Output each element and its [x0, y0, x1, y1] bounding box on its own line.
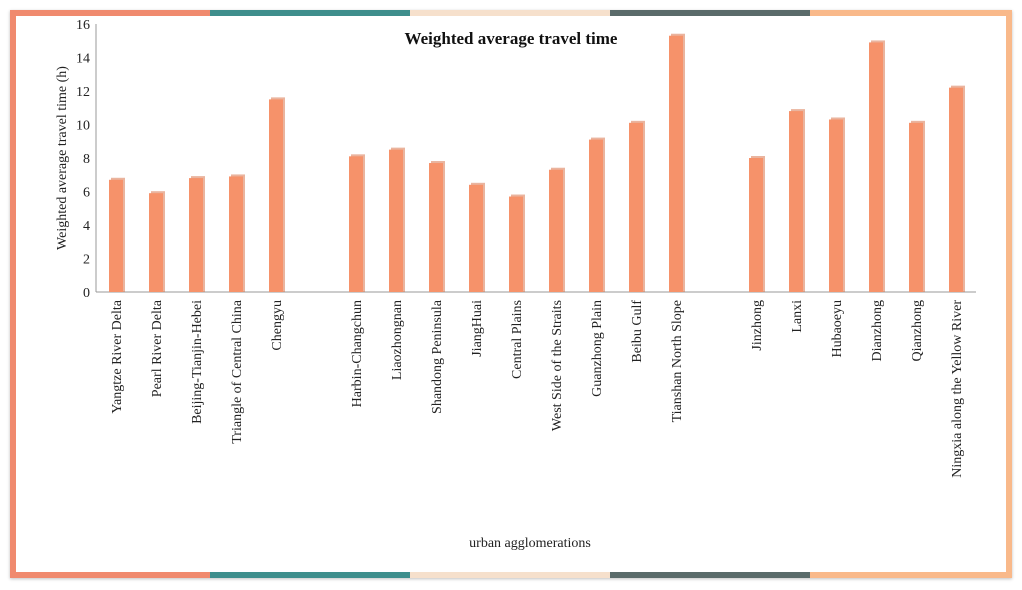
bar: [149, 193, 163, 292]
x-category-label: Lanxi: [790, 300, 805, 333]
chart-frame: [10, 10, 1012, 578]
frame-band-top-1: [10, 10, 210, 16]
x-category-label: Central Plains: [510, 300, 525, 379]
frame-band-bottom-1: [10, 572, 210, 578]
y-tick-label: 12: [76, 85, 90, 100]
frame-band-bottom-2: [210, 572, 410, 578]
bar: [189, 178, 203, 292]
y-tick-label: 6: [83, 186, 90, 201]
bar: [829, 119, 843, 292]
x-axis-labels: Yangtze River Delta Pearl River Delta Beij…: [110, 299, 965, 478]
x-category-label: Hubaoeyu: [830, 300, 845, 358]
x-category-label: Pearl River Delta: [150, 299, 165, 397]
bar: [789, 111, 803, 292]
x-category-label: Chengyu: [270, 300, 285, 351]
bar: [509, 196, 523, 292]
y-tick-label: 0: [83, 286, 90, 301]
bars-layer: [109, 33, 965, 293]
bar: [749, 158, 763, 292]
frame-band-top-2: [210, 10, 410, 16]
y-tick-label: 8: [83, 152, 90, 167]
bar: [949, 87, 963, 293]
bar: [349, 156, 363, 292]
frame-band-top-3: [410, 10, 610, 16]
frame-band-top-4: [610, 10, 810, 16]
frame-band-left: [10, 10, 16, 578]
y-tick-label: 10: [76, 119, 90, 134]
bar: [269, 99, 283, 292]
y-tick-label: 2: [83, 253, 90, 268]
x-category-label: Shandong Peninsula: [430, 299, 445, 414]
x-category-label: Beijing-Tianjin-Hebei: [190, 300, 205, 424]
bar: [109, 179, 123, 292]
bar: [869, 42, 883, 292]
x-category-label: West Side of the Straits: [550, 300, 565, 431]
frame-band-bottom-5: [810, 572, 1012, 578]
x-category-label: Jinzhong: [750, 300, 765, 351]
x-category-label: Guanzhong Plain: [590, 300, 605, 397]
chart-title: Weighted average travel time: [405, 29, 618, 48]
y-axis-title: Weighted average travel time (h): [55, 66, 70, 250]
bar: [629, 122, 643, 292]
frame-band-bottom-4: [610, 572, 810, 578]
x-category-label: Triangle of Central China: [230, 299, 245, 444]
y-tick-label: 14: [76, 52, 90, 67]
x-category-label: JiangHuai: [470, 300, 485, 357]
bar: [589, 139, 603, 292]
bar: [669, 35, 683, 292]
bar: [429, 163, 443, 292]
x-category-label: Tianshan North Slope: [670, 300, 685, 422]
x-category-label: Harbin-Changchun: [350, 300, 365, 407]
bar: [469, 184, 483, 292]
bar: [229, 176, 243, 292]
x-category-label: Beibu Gulf: [630, 300, 645, 363]
x-category-label: Dianzhong: [870, 300, 885, 361]
bar: [909, 122, 923, 292]
x-category-label: Ningxia along the Yellow River: [950, 300, 965, 478]
x-category-label: Qianzhong: [910, 300, 925, 361]
frame-band-bottom-3: [410, 572, 610, 578]
bar: [389, 149, 403, 292]
y-tick-label: 16: [76, 18, 90, 33]
frame-band-top-5: [810, 10, 1012, 16]
x-axis-title: urban agglomerations: [469, 536, 591, 551]
y-tick-label: 4: [83, 219, 90, 234]
x-category-label: Liaozhongnan: [390, 300, 405, 380]
x-category-label: Yangtze River Delta: [110, 299, 125, 413]
frame-band-right: [1006, 10, 1012, 578]
bar: [549, 169, 563, 292]
